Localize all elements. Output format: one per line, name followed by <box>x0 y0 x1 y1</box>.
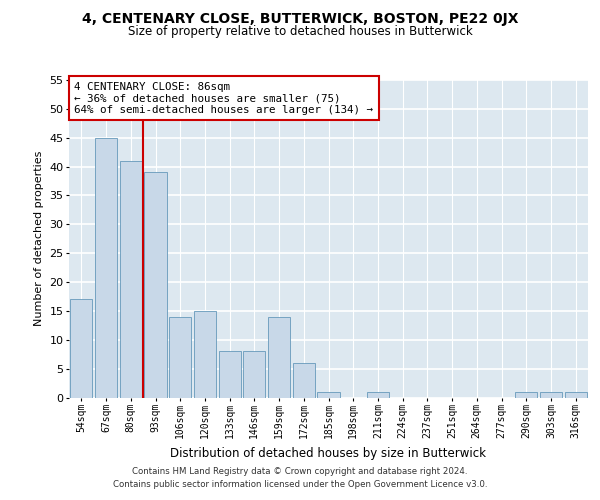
Bar <box>194 311 216 398</box>
Bar <box>119 161 142 398</box>
Bar <box>95 138 117 398</box>
Y-axis label: Number of detached properties: Number of detached properties <box>34 151 44 326</box>
Bar <box>293 363 315 398</box>
Text: Contains HM Land Registry data © Crown copyright and database right 2024.: Contains HM Land Registry data © Crown c… <box>132 467 468 476</box>
Bar <box>367 392 389 398</box>
Bar <box>145 172 167 398</box>
Text: 4 CENTENARY CLOSE: 86sqm
← 36% of detached houses are smaller (75)
64% of semi-d: 4 CENTENARY CLOSE: 86sqm ← 36% of detach… <box>74 82 373 115</box>
X-axis label: Distribution of detached houses by size in Butterwick: Distribution of detached houses by size … <box>170 446 487 460</box>
Bar <box>317 392 340 398</box>
Bar <box>515 392 538 398</box>
Text: Contains public sector information licensed under the Open Government Licence v3: Contains public sector information licen… <box>113 480 487 489</box>
Bar <box>70 300 92 398</box>
Bar <box>565 392 587 398</box>
Text: 4, CENTENARY CLOSE, BUTTERWICK, BOSTON, PE22 0JX: 4, CENTENARY CLOSE, BUTTERWICK, BOSTON, … <box>82 12 518 26</box>
Bar <box>243 352 265 398</box>
Bar <box>169 316 191 398</box>
Text: Size of property relative to detached houses in Butterwick: Size of property relative to detached ho… <box>128 25 472 38</box>
Bar <box>218 352 241 398</box>
Bar <box>268 316 290 398</box>
Bar <box>540 392 562 398</box>
